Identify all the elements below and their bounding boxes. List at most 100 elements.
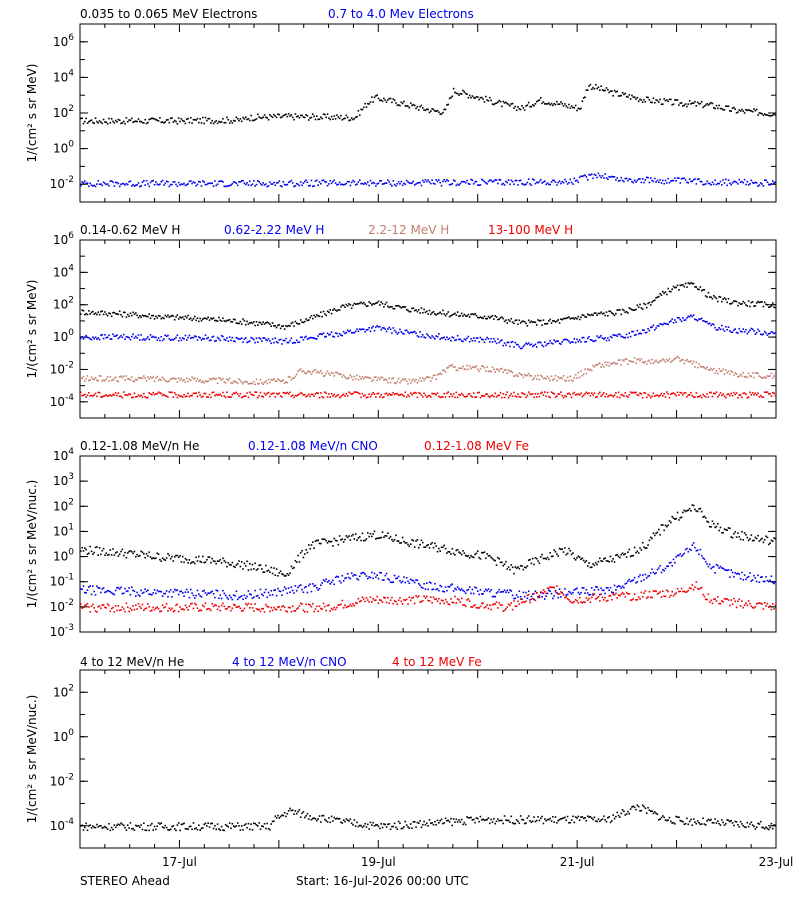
data-point — [302, 394, 305, 396]
data-point — [316, 605, 318, 608]
data-point — [328, 604, 330, 606]
data-point — [652, 362, 655, 365]
data-point — [391, 581, 393, 584]
data-point — [424, 588, 427, 590]
data-point — [291, 342, 294, 344]
data-point — [282, 391, 285, 394]
data-point — [609, 90, 612, 92]
data-point — [238, 560, 240, 562]
data-point — [93, 607, 96, 609]
data-point — [322, 179, 325, 181]
data-point — [179, 337, 181, 339]
data-point — [773, 332, 775, 335]
data-point — [301, 549, 303, 552]
data-point — [270, 325, 273, 328]
data-point — [345, 303, 348, 306]
data-point — [255, 320, 258, 323]
plot-frame — [79, 239, 777, 419]
data-point — [672, 358, 675, 361]
data-point — [338, 580, 341, 582]
data-point — [312, 185, 314, 188]
data-point — [628, 578, 631, 581]
data-point — [590, 587, 593, 589]
data-point — [615, 334, 617, 337]
data-point — [82, 394, 85, 397]
data-point — [275, 380, 278, 383]
data-point — [137, 182, 140, 184]
data-point — [674, 286, 676, 289]
data-point — [165, 603, 168, 605]
data-point — [375, 302, 377, 305]
data-point — [318, 333, 321, 335]
data-point — [403, 540, 405, 543]
data-point — [179, 554, 181, 557]
data-point — [679, 284, 682, 287]
data-point — [321, 608, 323, 610]
data-point — [707, 322, 710, 325]
data-point — [404, 599, 407, 602]
data-point — [377, 602, 380, 605]
data-point — [530, 184, 533, 187]
data-point — [407, 580, 409, 583]
data-point — [322, 602, 325, 605]
data-point — [635, 599, 637, 601]
data-point — [753, 376, 755, 379]
data-point — [690, 391, 692, 394]
data-point — [106, 603, 109, 605]
data-point — [556, 184, 558, 186]
data-point — [258, 116, 260, 118]
data-point — [491, 341, 494, 343]
data-point — [603, 392, 605, 394]
data-point — [542, 557, 545, 560]
data-point — [521, 104, 523, 107]
data-point — [116, 121, 118, 123]
data-point — [729, 330, 731, 332]
data-point — [684, 319, 687, 321]
data-point — [489, 396, 491, 399]
data-point — [226, 319, 228, 322]
data-point — [330, 607, 333, 610]
data-point — [204, 183, 207, 186]
data-point — [286, 183, 289, 186]
data-point — [458, 338, 460, 341]
data-point — [678, 289, 680, 291]
data-point — [338, 332, 341, 335]
data-point — [506, 589, 509, 592]
data-point — [645, 577, 648, 579]
data-point — [763, 179, 766, 181]
data-point — [612, 362, 614, 364]
data-point — [207, 117, 209, 120]
data-point — [243, 562, 246, 565]
data-point — [207, 607, 209, 610]
data-point — [452, 179, 455, 182]
data-point — [676, 391, 679, 394]
data-point — [695, 183, 698, 185]
data-point — [401, 102, 404, 105]
data-point — [444, 586, 447, 588]
data-point — [116, 394, 118, 397]
data-point — [293, 377, 295, 379]
data-point — [765, 114, 767, 116]
data-point — [763, 539, 766, 541]
data-point — [163, 184, 165, 186]
data-point — [240, 337, 243, 339]
data-point — [302, 370, 305, 372]
data-point — [141, 377, 144, 380]
data-point — [530, 393, 533, 396]
data-point — [92, 185, 94, 187]
data-point — [373, 329, 376, 332]
data-point — [368, 601, 370, 603]
data-point — [282, 339, 285, 342]
data-point — [289, 115, 291, 117]
data-point — [168, 338, 171, 340]
data-point — [224, 594, 227, 597]
data-point — [747, 396, 750, 398]
data-point — [271, 338, 274, 340]
data-point — [495, 179, 498, 181]
data-point — [432, 588, 435, 591]
data-point — [545, 592, 547, 595]
data-point — [254, 603, 256, 605]
data-point — [641, 574, 644, 576]
data-point — [313, 314, 315, 317]
data-point — [557, 181, 560, 184]
